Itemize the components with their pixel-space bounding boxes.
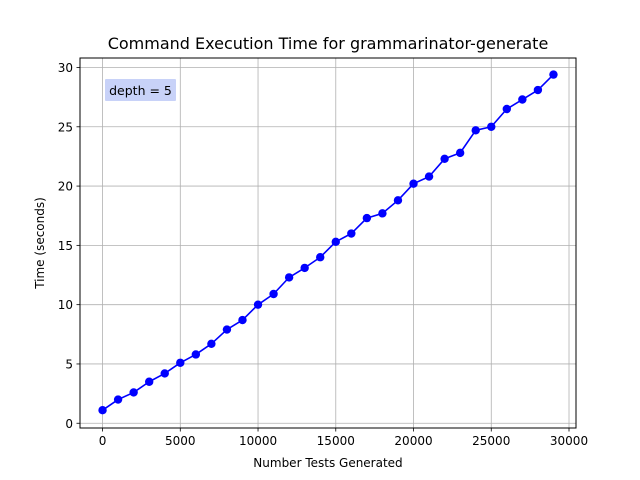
y-tick-label: 30 (58, 61, 73, 75)
data-point (316, 253, 325, 262)
x-axis-label: Number Tests Generated (253, 456, 402, 470)
annotation-background (105, 79, 176, 101)
y-tick-label: 10 (58, 298, 73, 312)
data-point (424, 172, 434, 181)
y-tick-label: 20 (58, 180, 73, 194)
data-point (331, 237, 340, 247)
y-tick-label: 0 (65, 417, 73, 431)
data-point (300, 263, 309, 273)
data-point (160, 369, 169, 378)
data-point (378, 209, 387, 218)
x-tick-label: 20000 (394, 434, 432, 448)
chart-title: Command Execution Time for grammarinator… (108, 34, 549, 53)
data-point (362, 213, 372, 223)
axis-ticks: 0 5000 10000 15000 20000 25000 30000 0 5 10 15 20 25… (58, 61, 588, 448)
data-point (253, 300, 263, 309)
data-point (129, 388, 138, 397)
plot-frame (79, 57, 577, 429)
data-point (144, 377, 154, 386)
x-tick-label: 25000 (472, 434, 510, 448)
x-tick-label: 15000 (317, 434, 355, 448)
data-point (284, 273, 294, 282)
y-tick-label: 15 (58, 239, 73, 253)
annotation-box: depth = 5 (105, 79, 176, 101)
data-point (409, 179, 418, 188)
data-point (98, 406, 107, 415)
y-axis-label: Time (seconds) (33, 197, 47, 290)
data-point (113, 395, 123, 404)
data-point (238, 315, 247, 325)
data-point (222, 325, 232, 334)
data-point (502, 104, 512, 114)
data-series (98, 70, 558, 415)
y-tick-label: 5 (65, 357, 73, 371)
data-point (176, 358, 185, 367)
data-point (440, 154, 449, 164)
data-point (487, 122, 496, 131)
x-tick-label: 10000 (239, 434, 277, 448)
data-point (191, 350, 201, 359)
data-point (347, 229, 356, 238)
data-point (393, 196, 403, 205)
annotation-text: depth = 5 (109, 83, 172, 98)
data-point (471, 126, 480, 135)
x-tick-label: 30000 (550, 434, 588, 448)
data-point (549, 70, 558, 79)
data-point (207, 339, 216, 349)
x-tick-label: 0 (99, 434, 107, 448)
x-tick-label: 5000 (165, 434, 196, 448)
y-tick-label: 25 (58, 120, 73, 134)
data-point (455, 148, 465, 158)
data-point (518, 95, 527, 104)
data-point (533, 85, 543, 95)
data-point (269, 289, 278, 299)
